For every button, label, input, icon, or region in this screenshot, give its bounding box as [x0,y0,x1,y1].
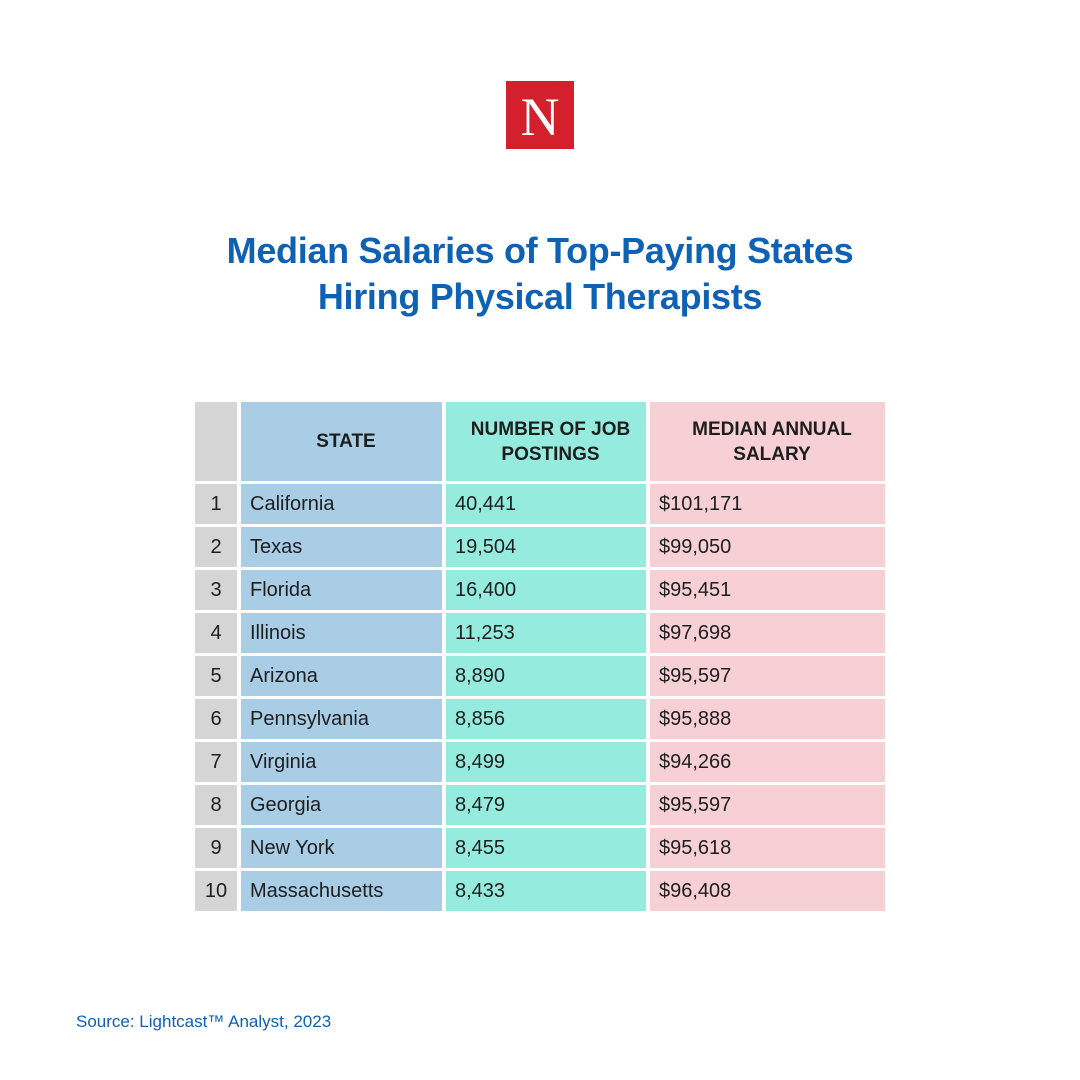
salary-table: STATE NUMBER OF JOB POSTINGS MEDIAN ANNU… [195,402,885,914]
cell-salary: $95,597 [650,656,885,696]
table-row: 7 Virginia 8,499 $94,266 [195,742,885,782]
cell-postings: 11,253 [446,613,646,653]
cell-postings: 8,433 [446,871,646,911]
cell-state: Massachusetts [241,871,442,911]
cell-state: Georgia [241,785,442,825]
logo-letter: N [520,87,560,147]
source-note: Source: Lightcast™ Analyst, 2023 [76,1012,332,1031]
cell-state: Texas [241,527,442,567]
cell-rank: 3 [195,570,237,610]
cell-postings: 16,400 [446,570,646,610]
cell-rank: 8 [195,785,237,825]
table-row: 9 New York 8,455 $95,618 [195,828,885,868]
cell-salary: $95,451 [650,570,885,610]
header-salary: MEDIAN ANNUAL SALARY [650,402,885,481]
cell-rank: 10 [195,871,237,911]
table-row: 1 California 40,441 $101,171 [195,484,885,524]
cell-rank: 4 [195,613,237,653]
table-row: 10 Massachusetts 8,433 $96,408 [195,871,885,911]
cell-postings: 8,455 [446,828,646,868]
title-line-2: Hiring Physical Therapists [317,276,763,317]
table-row: 8 Georgia 8,479 $95,597 [195,785,885,825]
logo: N [506,81,574,149]
cell-state: Virginia [241,742,442,782]
table-header: STATE NUMBER OF JOB POSTINGS MEDIAN ANNU… [195,402,885,481]
cell-rank: 1 [195,484,237,524]
cell-postings: 19,504 [446,527,646,567]
header-state: STATE [241,402,442,481]
cell-salary: $101,171 [650,484,885,524]
cell-rank: 5 [195,656,237,696]
cell-state: Florida [241,570,442,610]
cell-salary: $94,266 [650,742,885,782]
cell-salary: $95,597 [650,785,885,825]
cell-salary: $96,408 [650,871,885,911]
cell-rank: 7 [195,742,237,782]
cell-state: Arizona [241,656,442,696]
page-title: Median Salaries of Top-Paying States Hir… [0,228,1080,320]
title-line-1: Median Salaries of Top-Paying States [226,230,854,271]
cell-state: Illinois [241,613,442,653]
cell-state: California [241,484,442,524]
table-row: 3 Florida 16,400 $95,451 [195,570,885,610]
cell-postings: 8,479 [446,785,646,825]
cell-postings: 8,499 [446,742,646,782]
cell-salary: $95,888 [650,699,885,739]
table-row: 5 Arizona 8,890 $95,597 [195,656,885,696]
table-row: 4 Illinois 11,253 $97,698 [195,613,885,653]
cell-postings: 8,890 [446,656,646,696]
cell-rank: 9 [195,828,237,868]
cell-rank: 2 [195,527,237,567]
table-row: 6 Pennsylvania 8,856 $95,888 [195,699,885,739]
cell-salary: $97,698 [650,613,885,653]
header-postings: NUMBER OF JOB POSTINGS [446,402,646,481]
cell-rank: 6 [195,699,237,739]
cell-postings: 40,441 [446,484,646,524]
cell-salary: $95,618 [650,828,885,868]
cell-postings: 8,856 [446,699,646,739]
header-rank [195,402,237,481]
cell-salary: $99,050 [650,527,885,567]
table-row: 2 Texas 19,504 $99,050 [195,527,885,567]
cell-state: New York [241,828,442,868]
cell-state: Pennsylvania [241,699,442,739]
